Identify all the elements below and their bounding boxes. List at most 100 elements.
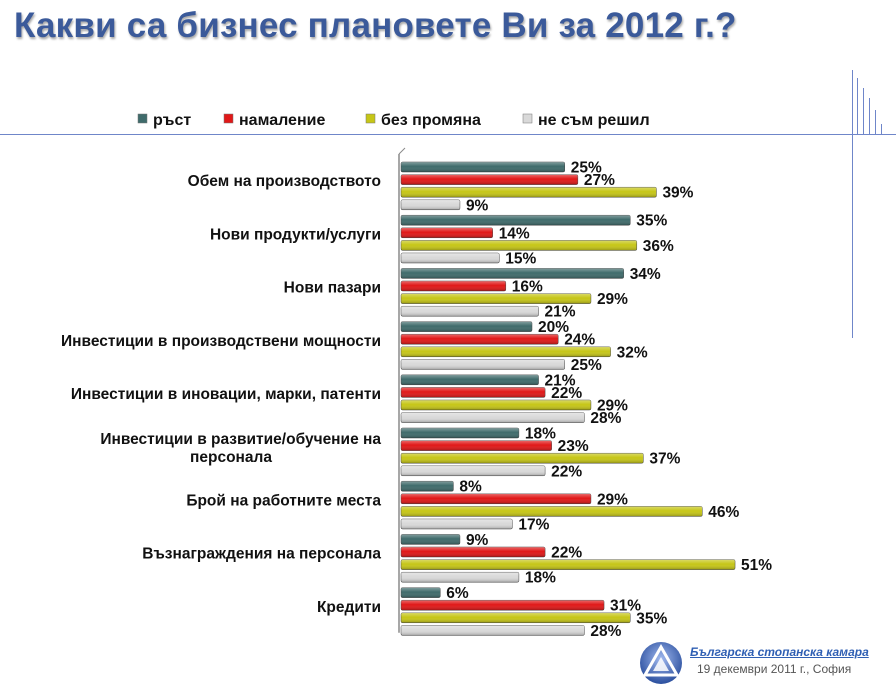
data-label: 22% xyxy=(551,545,582,562)
data-label: 20% xyxy=(538,319,569,336)
decor-bar-1 xyxy=(857,78,858,135)
decor-bar-2 xyxy=(863,88,864,135)
bar-shading xyxy=(401,465,546,476)
bar-shading xyxy=(401,387,546,398)
bar-shading xyxy=(401,306,539,317)
bar-shading xyxy=(401,374,539,385)
bar-shading xyxy=(401,412,585,423)
bar-shading xyxy=(401,559,736,570)
category-label: Кредити xyxy=(317,599,381,616)
bar-shading xyxy=(401,600,605,611)
data-label: 29% xyxy=(597,491,628,508)
bar-shading xyxy=(401,519,513,529)
page-title: Какви са бизнес плановете Ви за 2012 г.? xyxy=(14,6,737,45)
legend-label: не съм решил xyxy=(538,112,650,129)
bar-shading xyxy=(401,428,519,438)
data-label: 24% xyxy=(564,332,595,349)
decor-bar-3 xyxy=(869,98,870,135)
data-label: 28% xyxy=(590,410,621,427)
bar-shading xyxy=(401,334,559,345)
data-label: 22% xyxy=(551,385,582,402)
legend-swatch xyxy=(223,113,234,124)
data-label: 23% xyxy=(558,438,589,455)
bar-shading xyxy=(401,506,703,517)
data-label: 35% xyxy=(636,213,667,230)
decor-bar-4 xyxy=(875,110,876,135)
category-label: Нови пазари xyxy=(284,280,381,297)
data-label: 36% xyxy=(643,238,674,255)
decor-vertical-line xyxy=(852,70,853,338)
legend-label: без промяна xyxy=(381,112,481,129)
data-label: 9% xyxy=(466,532,489,549)
legend-label: ръст xyxy=(153,112,191,129)
bar-shading xyxy=(401,359,565,370)
data-label: 32% xyxy=(617,344,648,361)
data-label: 51% xyxy=(741,557,772,574)
bar-shading xyxy=(401,240,637,251)
data-label: 25% xyxy=(571,160,602,177)
data-label: 21% xyxy=(545,372,576,389)
bar-shading xyxy=(401,587,441,598)
category-label: Инвестиции в производствени мощности xyxy=(61,333,381,350)
bar-shading xyxy=(401,481,454,492)
data-label: 28% xyxy=(590,623,621,640)
bar-shading xyxy=(401,215,631,226)
data-label: 35% xyxy=(636,610,667,627)
bar-shading xyxy=(401,187,657,198)
category-label: Инвестиции в развитие/обучение на персона… xyxy=(100,431,381,466)
bar-shading xyxy=(401,493,591,504)
data-label: 39% xyxy=(662,185,693,202)
header-rule xyxy=(0,134,896,135)
bar-shading xyxy=(401,253,500,263)
bar-shading xyxy=(401,547,546,557)
bar-shading xyxy=(401,268,624,279)
bar-shading xyxy=(401,162,565,172)
bar-shading xyxy=(401,199,460,210)
footer-date: 19 декември 2011 г., София xyxy=(697,662,852,676)
category-label: Обем на производството xyxy=(188,173,381,190)
data-label: 29% xyxy=(597,398,628,415)
data-label: 15% xyxy=(505,251,536,268)
data-label: 31% xyxy=(610,598,641,615)
bar-shading xyxy=(401,440,552,451)
data-label: 9% xyxy=(466,197,489,214)
data-label: 14% xyxy=(499,225,530,242)
data-label: 21% xyxy=(545,304,576,321)
bar-shading xyxy=(401,293,591,304)
data-label: 16% xyxy=(512,279,543,296)
data-label: 17% xyxy=(518,517,549,534)
legend-swatch xyxy=(137,113,148,124)
bar-shading xyxy=(401,281,506,291)
category-label: Брой на работните места xyxy=(186,492,381,509)
legend-swatch xyxy=(365,113,376,124)
bar-shading xyxy=(401,534,460,545)
data-label: 6% xyxy=(446,585,469,602)
data-label: 8% xyxy=(459,479,482,496)
category-label: Възнаграждения на персонала xyxy=(142,546,381,563)
data-label: 29% xyxy=(597,291,628,308)
decor-bar-5 xyxy=(881,124,882,135)
axis-depth-top xyxy=(398,147,406,155)
data-label: 25% xyxy=(571,357,602,374)
bar-shading xyxy=(401,453,644,464)
footer-organization[interactable]: Българска стопанска камара xyxy=(690,645,869,659)
bar-shading xyxy=(401,625,585,636)
bar-shading xyxy=(401,321,532,332)
data-label: 22% xyxy=(551,463,582,480)
bar-shading xyxy=(401,227,493,238)
bar-shading xyxy=(401,612,631,623)
data-label: 18% xyxy=(525,426,556,443)
bar-shading xyxy=(401,346,611,357)
category-label: Нови продукти/услуги xyxy=(210,226,381,243)
data-label: 46% xyxy=(708,504,739,521)
category-label: Инвестиции в иновации, марки, патенти xyxy=(71,386,381,403)
organization-logo xyxy=(640,642,682,684)
legend-swatch xyxy=(522,113,533,124)
data-label: 27% xyxy=(584,172,615,189)
bar-shading xyxy=(401,572,519,583)
data-label: 34% xyxy=(630,266,661,283)
bar-shading xyxy=(401,174,578,185)
data-label: 18% xyxy=(525,570,556,587)
legend-label: намаление xyxy=(239,112,325,129)
